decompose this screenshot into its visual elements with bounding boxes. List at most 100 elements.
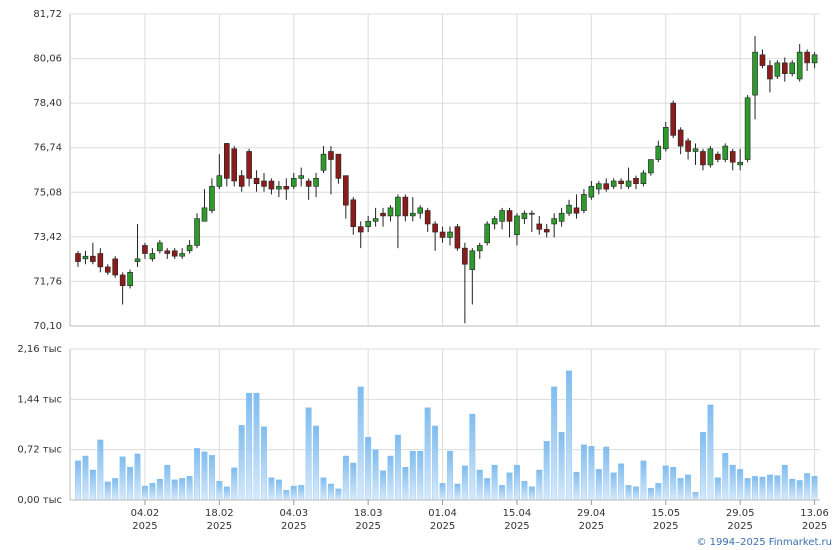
candle-body (439, 231, 446, 238)
candle-body (514, 215, 520, 236)
volume-bar (566, 370, 572, 501)
candle-body (298, 175, 305, 179)
volume-bar (268, 477, 275, 501)
volume-bar (409, 450, 416, 501)
x-tick-label: 2025 (430, 521, 455, 532)
candle-body (402, 196, 409, 217)
candle-body (246, 151, 252, 179)
volume-bar (499, 485, 506, 501)
volume-bar (89, 469, 96, 501)
candle-body (432, 223, 438, 233)
volume-bar (595, 469, 602, 501)
volume-bar (275, 479, 282, 501)
x-tick-label: 18.02 (205, 508, 234, 519)
candle-body (588, 186, 595, 198)
candle-body (343, 175, 349, 206)
candle-body (201, 207, 208, 222)
volume-bar (603, 446, 610, 501)
volume-bar (208, 455, 215, 501)
volume-bar (766, 474, 773, 501)
volume-bar (796, 480, 803, 501)
volume-bar (342, 455, 349, 501)
volume-bar (350, 462, 357, 501)
candle-body (796, 51, 803, 80)
x-tick-label: 2025 (802, 521, 827, 532)
candle-body (551, 218, 557, 225)
volume-bar (744, 478, 751, 501)
candle-body (357, 226, 364, 233)
volume-bar (789, 478, 796, 501)
candle-body (618, 180, 624, 184)
volume-bar (692, 492, 699, 501)
candle-body (529, 212, 535, 215)
volume-bar (774, 475, 781, 501)
candle-body (462, 247, 468, 265)
volume-bar (707, 404, 714, 501)
y-tick-label: 2,16 тыс (17, 344, 62, 355)
candle-body (640, 172, 647, 184)
x-tick-label: 2025 (207, 521, 232, 532)
volume-bar (320, 477, 327, 501)
volume-bar (387, 455, 394, 501)
candle-body (670, 102, 677, 136)
candle-body (365, 220, 371, 227)
x-tick-label: 18.03 (354, 508, 383, 519)
candle-body (209, 186, 215, 211)
candle-body (789, 62, 796, 74)
x-tick-label: 2025 (281, 521, 306, 532)
candle-body (112, 258, 118, 276)
candle-body (625, 180, 632, 187)
candle-body (276, 186, 282, 190)
candle-body (722, 145, 729, 160)
x-tick-label: 04.03 (279, 508, 308, 519)
candle-body (715, 153, 721, 160)
candle-body (610, 180, 617, 187)
volume-bar (700, 432, 706, 501)
candle-body (290, 178, 297, 187)
volume-bar (97, 439, 104, 501)
volume-bar (201, 451, 208, 501)
volume-bar (558, 432, 565, 501)
volume-bar (662, 465, 669, 501)
volume-bar (417, 450, 424, 501)
candle-body (484, 223, 491, 244)
volume-bar (402, 466, 409, 501)
candle-body (149, 253, 156, 260)
candle-body (194, 218, 200, 246)
volume-bar (454, 483, 461, 501)
y-tick-label: 1,44 тыс (17, 394, 62, 405)
volume-bar (610, 472, 617, 501)
x-tick-label: 15.05 (651, 508, 680, 519)
volume-bar (305, 407, 312, 501)
credit: © 1994–2025 Finmarket.ru (696, 537, 832, 548)
candle-body (692, 148, 699, 152)
volume-bar (134, 453, 141, 501)
candle-body (328, 151, 334, 160)
candle-body (804, 51, 810, 64)
y-tick-label: 0,72 тыс (17, 445, 62, 456)
candle-body (662, 127, 669, 150)
volume-bar (588, 446, 595, 501)
volume-bar (439, 483, 446, 501)
volume-bar (752, 476, 758, 501)
candle-body (350, 199, 357, 227)
y-tick-label: 73,42 (33, 232, 62, 243)
candle-body (447, 231, 453, 238)
volume-bar (647, 487, 654, 501)
volume-bar (432, 425, 439, 501)
volume-bar (461, 465, 468, 501)
candle-body (499, 210, 505, 222)
candle-body (305, 180, 312, 187)
candle-body (231, 148, 238, 182)
candle-body (603, 183, 610, 190)
volume-bar (231, 467, 238, 501)
candle-body (729, 151, 736, 163)
candle-body (700, 151, 706, 166)
candle-body (75, 253, 81, 262)
volume-bar (685, 474, 692, 501)
volume-bar (171, 479, 178, 501)
candle-body (752, 51, 758, 96)
volume-bar (253, 392, 260, 501)
volume-bar (75, 460, 81, 501)
